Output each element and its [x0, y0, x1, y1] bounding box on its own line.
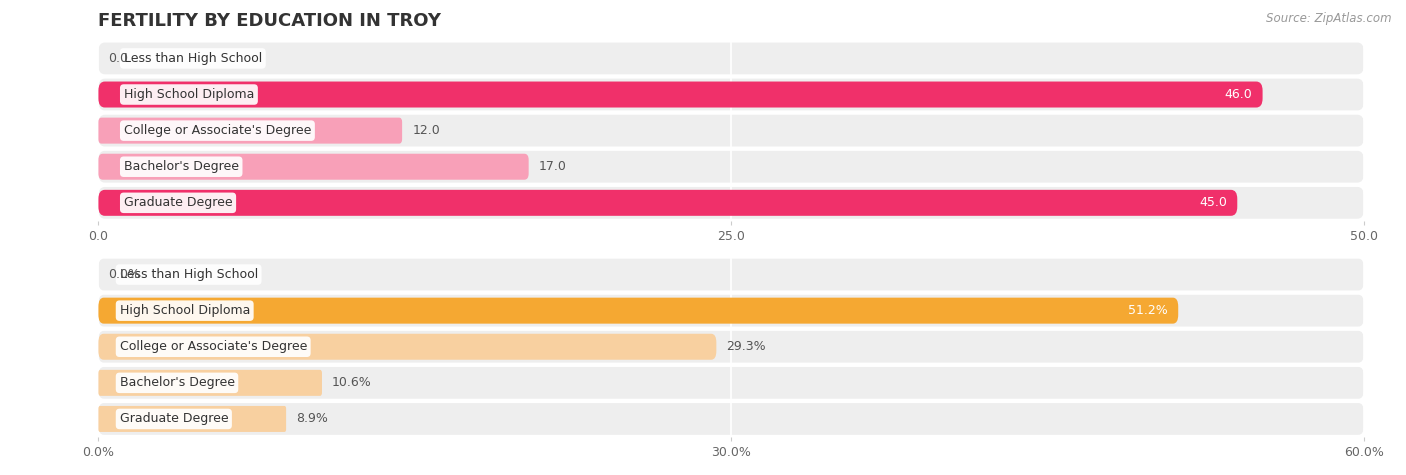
FancyBboxPatch shape [98, 298, 1178, 323]
Text: High School Diploma: High School Diploma [124, 88, 254, 101]
Text: Bachelor's Degree: Bachelor's Degree [120, 376, 235, 390]
Text: Graduate Degree: Graduate Degree [124, 196, 232, 209]
Text: High School Diploma: High School Diploma [120, 304, 250, 317]
Text: 17.0: 17.0 [538, 160, 567, 173]
FancyBboxPatch shape [98, 295, 1364, 326]
FancyBboxPatch shape [98, 151, 1364, 182]
FancyBboxPatch shape [98, 259, 1364, 290]
FancyBboxPatch shape [98, 190, 1237, 216]
Text: 45.0: 45.0 [1199, 196, 1227, 209]
FancyBboxPatch shape [98, 187, 1364, 218]
Text: Less than High School: Less than High School [120, 268, 257, 281]
FancyBboxPatch shape [98, 79, 1364, 110]
FancyBboxPatch shape [98, 118, 402, 143]
Text: 8.9%: 8.9% [297, 412, 328, 426]
Text: Bachelor's Degree: Bachelor's Degree [124, 160, 239, 173]
Text: 0.0: 0.0 [108, 52, 128, 65]
FancyBboxPatch shape [98, 331, 1364, 362]
FancyBboxPatch shape [98, 115, 1364, 146]
Text: FERTILITY BY EDUCATION IN TROY: FERTILITY BY EDUCATION IN TROY [98, 12, 441, 30]
Text: 29.3%: 29.3% [727, 340, 766, 353]
FancyBboxPatch shape [98, 370, 322, 396]
Text: 0.0%: 0.0% [108, 268, 141, 281]
Text: 51.2%: 51.2% [1129, 304, 1168, 317]
FancyBboxPatch shape [98, 406, 287, 432]
Text: 46.0: 46.0 [1225, 88, 1253, 101]
FancyBboxPatch shape [98, 82, 1263, 107]
FancyBboxPatch shape [98, 43, 1364, 74]
FancyBboxPatch shape [98, 367, 1364, 399]
FancyBboxPatch shape [98, 403, 1364, 435]
Text: College or Associate's Degree: College or Associate's Degree [124, 124, 311, 137]
FancyBboxPatch shape [98, 154, 529, 180]
Text: Less than High School: Less than High School [124, 52, 262, 65]
Text: 10.6%: 10.6% [332, 376, 371, 390]
FancyBboxPatch shape [98, 334, 716, 360]
Text: Source: ZipAtlas.com: Source: ZipAtlas.com [1267, 12, 1392, 25]
Text: 12.0: 12.0 [412, 124, 440, 137]
Text: Graduate Degree: Graduate Degree [120, 412, 228, 426]
Text: College or Associate's Degree: College or Associate's Degree [120, 340, 307, 353]
